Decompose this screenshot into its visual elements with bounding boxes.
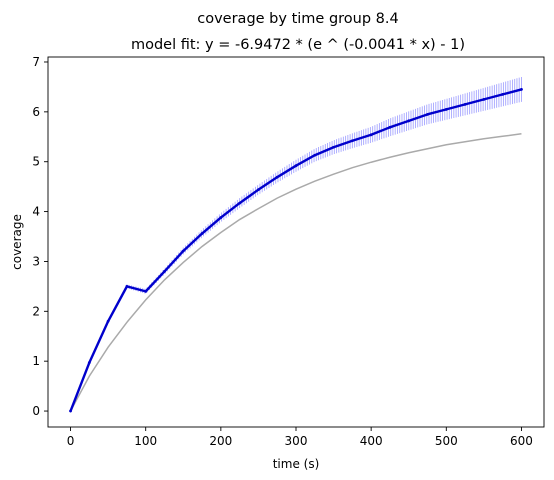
data-point <box>463 102 467 106</box>
x-tick-label: 300 <box>285 434 308 448</box>
data-point <box>69 409 72 413</box>
x-axis: 0 100 200 300 400 500 600 <box>67 427 533 448</box>
x-tick-label: 400 <box>360 434 383 448</box>
y-tick-label: 1 <box>32 354 40 368</box>
data-point <box>444 107 448 111</box>
data-point <box>181 249 185 253</box>
data-point <box>125 284 129 288</box>
y-tick-label: 5 <box>32 155 40 169</box>
data-point <box>219 216 223 219</box>
data-point <box>482 97 486 101</box>
data-point <box>520 88 523 91</box>
data-point <box>294 164 298 168</box>
fit-line <box>69 133 522 412</box>
data-point <box>407 119 411 123</box>
data-point <box>87 361 91 365</box>
y-tick-label: 6 <box>32 105 40 119</box>
data-point <box>332 145 335 149</box>
y-tick-label: 4 <box>32 205 40 219</box>
data-line <box>69 88 523 413</box>
x-axis-label: time (s) <box>273 457 320 471</box>
data-point <box>238 201 242 205</box>
chart-title: coverage by time group 8.4 <box>197 11 398 27</box>
data-point <box>106 319 110 323</box>
y-axis-label: coverage <box>10 214 24 270</box>
data-point <box>388 125 392 129</box>
data-point <box>163 270 166 273</box>
data-point <box>501 92 505 96</box>
data-point <box>350 139 354 143</box>
y-tick-label: 2 <box>32 304 40 318</box>
x-tick-label: 600 <box>510 434 533 448</box>
error-bars <box>72 76 522 406</box>
x-tick-label: 200 <box>209 434 232 448</box>
data-point <box>144 289 148 293</box>
x-tick-label: 100 <box>134 434 157 448</box>
data-point <box>275 175 279 179</box>
x-tick-label: 500 <box>435 434 458 448</box>
data-point <box>369 133 373 137</box>
y-tick-label: 3 <box>32 254 40 268</box>
data-point <box>426 112 429 116</box>
plot-area <box>69 76 523 413</box>
chart-subtitle: model fit: y = -6.9472 * (e ^ (-0.0041 *… <box>131 37 465 53</box>
y-tick-label: 0 <box>32 404 40 418</box>
y-tick-label: 7 <box>32 55 40 69</box>
data-point <box>313 153 317 157</box>
data-point <box>257 188 260 192</box>
y-axis: 0 1 2 3 4 5 6 7 <box>32 55 48 418</box>
data-point <box>200 232 204 235</box>
x-tick-label: 0 <box>67 434 75 448</box>
